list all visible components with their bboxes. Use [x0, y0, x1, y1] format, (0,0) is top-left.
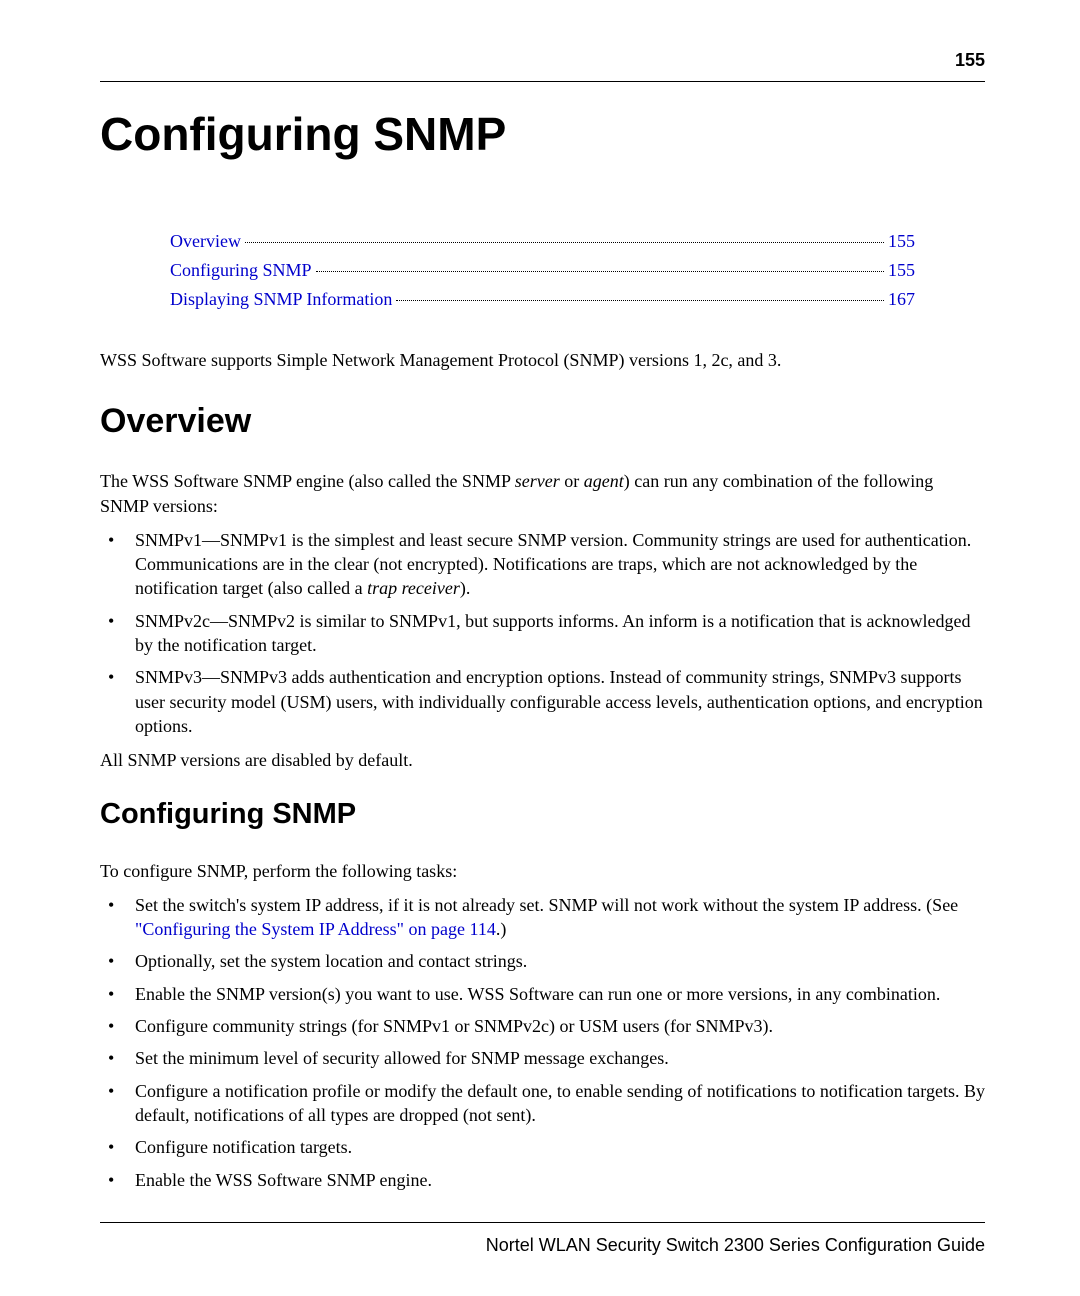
toc-link-configuring[interactable]: Configuring SNMP	[170, 260, 312, 281]
list-item: Optionally, set the system location and …	[100, 949, 985, 973]
toc-link-displaying[interactable]: Displaying SNMP Information	[170, 289, 392, 310]
text: or	[560, 471, 584, 491]
text: Set the switch's system IP address, if i…	[135, 895, 958, 915]
toc-page[interactable]: 155	[888, 231, 915, 252]
overview-bullet-list: SNMPv1—SNMPv1 is the simplest and least …	[100, 528, 985, 738]
list-item: SNMPv2c—SNMPv2 is similar to SNMPv1, but…	[100, 609, 985, 658]
config-intro: To configure SNMP, perform the following…	[100, 859, 985, 883]
list-item: Enable the WSS Software SNMP engine.	[100, 1168, 985, 1192]
configuring-heading: Configuring SNMP	[100, 798, 985, 831]
text: ).	[460, 578, 471, 598]
list-item: Configure a notification profile or modi…	[100, 1079, 985, 1128]
top-rule	[100, 81, 985, 82]
list-item: SNMPv3—SNMPv3 adds authentication and en…	[100, 665, 985, 738]
list-item: Enable the SNMP version(s) you want to u…	[100, 982, 985, 1006]
main-title: Configuring SNMP	[100, 107, 985, 161]
toc-dots	[245, 242, 884, 243]
toc-dots	[316, 271, 884, 272]
toc-dots	[396, 300, 884, 301]
text: SNMPv1—SNMPv1 is the simplest and least …	[135, 530, 971, 599]
toc-entry: Configuring SNMP 155	[170, 260, 915, 281]
text: .)	[496, 919, 507, 939]
footer-text: Nortel WLAN Security Switch 2300 Series …	[100, 1235, 985, 1256]
italic-text: agent	[584, 471, 624, 491]
list-item: SNMPv1—SNMPv1 is the simplest and least …	[100, 528, 985, 601]
text: The WSS Software SNMP engine (also calle…	[100, 471, 515, 491]
text: SNMPv2c—SNMPv2 is similar to SNMPv1, but…	[135, 611, 971, 655]
toc-entry: Displaying SNMP Information 167	[170, 289, 915, 310]
link-system-ip[interactable]: "Configuring the System IP Address" on p…	[135, 919, 496, 939]
text: SNMPv3—SNMPv3 adds authentication and en…	[135, 667, 983, 736]
bottom-rule	[100, 1222, 985, 1223]
page-number: 155	[100, 50, 985, 71]
toc-page[interactable]: 155	[888, 260, 915, 281]
list-item: Set the switch's system IP address, if i…	[100, 893, 985, 942]
list-item: Configure community strings (for SNMPv1 …	[100, 1014, 985, 1038]
italic-text: trap receiver	[367, 578, 460, 598]
overview-heading: Overview	[100, 402, 985, 441]
config-bullet-list: Set the switch's system IP address, if i…	[100, 893, 985, 1192]
footer-section: Nortel WLAN Security Switch 2300 Series …	[100, 1222, 985, 1256]
toc-page[interactable]: 167	[888, 289, 915, 310]
overview-closing: All SNMP versions are disabled by defaul…	[100, 748, 985, 772]
toc-link-overview[interactable]: Overview	[170, 231, 241, 252]
table-of-contents: Overview 155 Configuring SNMP 155 Displa…	[170, 231, 915, 310]
list-item: Set the minimum level of security allowe…	[100, 1046, 985, 1070]
overview-intro: The WSS Software SNMP engine (also calle…	[100, 469, 985, 518]
toc-entry: Overview 155	[170, 231, 915, 252]
italic-text: server	[515, 471, 560, 491]
list-item: Configure notification targets.	[100, 1135, 985, 1159]
intro-paragraph: WSS Software supports Simple Network Man…	[100, 348, 985, 372]
